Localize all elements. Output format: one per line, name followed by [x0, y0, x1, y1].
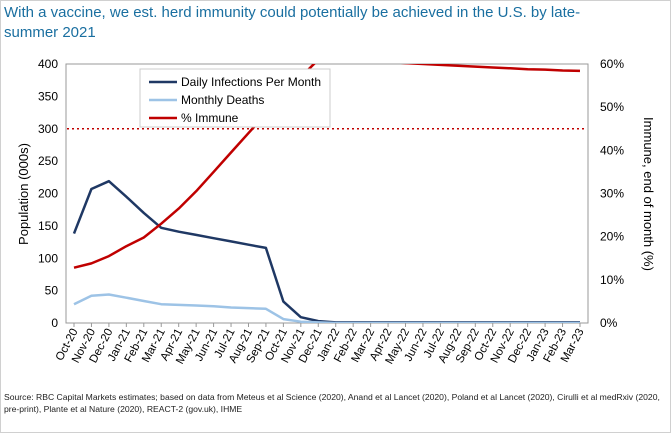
y-axis-left: 0 50 100 150 200 250 300 350 400 — [38, 57, 58, 330]
y-tick-label: 250 — [38, 154, 58, 168]
y2-tick-label: 10% — [600, 273, 624, 287]
y2-tick-label: 40% — [600, 143, 624, 157]
legend-label-infections: Daily Infections Per Month — [181, 75, 321, 89]
source-note: Source: RBC Capital Markets estimates; b… — [4, 392, 660, 414]
y2-tick-label: 50% — [600, 100, 624, 114]
legend-label-deaths: Monthly Deaths — [181, 93, 264, 107]
y2-tick-label: 60% — [600, 57, 624, 71]
y2-tick-label: 30% — [600, 187, 624, 201]
legend: Daily Infections Per Month Monthly Death… — [139, 68, 331, 128]
y-axis-label: Population (000s) — [16, 143, 31, 245]
y2-axis-label: Immune, end of month (%) — [641, 117, 656, 271]
series-layer — [67, 64, 585, 323]
y-tick-label: 150 — [38, 219, 58, 233]
y-tick-label: 50 — [45, 284, 59, 298]
y-tick-label: 400 — [38, 57, 58, 71]
y-axis-right: 0% 10% 20% 30% 40% 50% 60% — [600, 57, 624, 330]
y-tick-label: 100 — [38, 251, 58, 265]
y-tick-label: 0 — [51, 316, 58, 330]
series-line-immune — [73, 64, 581, 269]
series-line-deaths — [73, 293, 580, 323]
y-tick-label: 200 — [38, 187, 58, 201]
y-tick-label: 350 — [38, 89, 58, 103]
x-axis: Oct-20Nov-20Dec-20Jan-21Feb-21Mar-21Apr-… — [54, 323, 587, 366]
y2-tick-label: 0% — [600, 316, 618, 330]
y2-tick-label: 20% — [600, 230, 624, 244]
chart-area: 0 50 100 150 200 250 300 350 400 0% 10% 20% 30% 40% 5… — [16, 57, 656, 366]
legend-label-immune: % Immune — [181, 111, 239, 125]
y-tick-label: 300 — [38, 122, 58, 136]
chart-title: With a vaccine, we est. herd immunity co… — [4, 4, 581, 41]
